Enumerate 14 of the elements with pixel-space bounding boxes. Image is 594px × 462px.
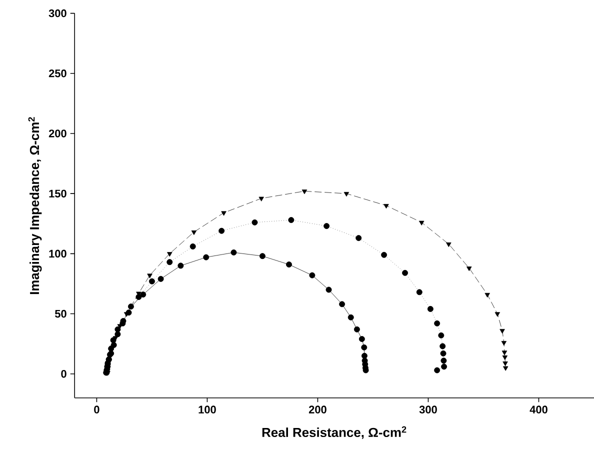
- x-tick-label: 300: [419, 406, 437, 414]
- y-tick-label: 150: [49, 190, 66, 198]
- y-tick-label: 250: [48, 70, 66, 78]
- y-tick-label: 100: [49, 250, 66, 258]
- x-tick-label: 100: [198, 406, 216, 414]
- y-tick-label: 200: [48, 130, 66, 138]
- y-tick-label: 300: [48, 9, 66, 18]
- x-axis-title: Real Resistance, Ω-cm$^{2}$: [262, 426, 406, 439]
- y-tick-label: 0: [61, 370, 66, 378]
- x-tick-label: 0: [94, 406, 100, 414]
- y-axis-title: Imaginary Impedance, Ω-cm$^{2}$: [28, 117, 42, 294]
- x-tick-label: 400: [530, 406, 548, 414]
- x-tick-label: 200: [308, 406, 326, 414]
- y-tick-label: 50: [54, 310, 66, 318]
